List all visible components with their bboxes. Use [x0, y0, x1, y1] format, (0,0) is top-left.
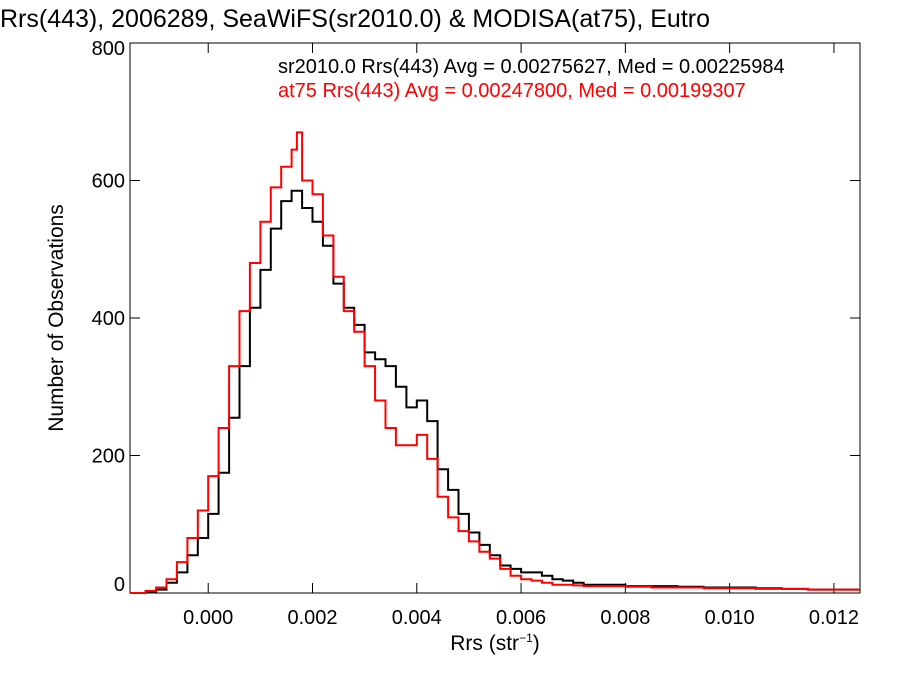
- x-axis-title-main: Rrs (str: [450, 632, 519, 655]
- series-group: [130, 131, 860, 594]
- x-axis-title: Rrs (str−1): [450, 631, 540, 655]
- x-tick-label: 0.004: [392, 607, 442, 629]
- chart-title: Rrs(443), 2006289, SeaWiFS(sr2010.0) & M…: [0, 5, 710, 33]
- series-line-sr2010: [130, 189, 860, 594]
- legend-entry-sr2010: sr2010.0 Rrs(443) Avg = 0.00275627, Med …: [278, 56, 785, 78]
- y-axis-title: Number of Observations: [45, 204, 68, 432]
- x-tick-label: 0.006: [496, 607, 546, 629]
- x-tick-label: 0.002: [287, 607, 337, 629]
- x-tick-label: 0.012: [809, 607, 859, 629]
- x-axis-title-close: ): [533, 632, 540, 655]
- x-tick-label: 0.010: [705, 607, 755, 629]
- axis-ticks: 0.000 0.002 0.004 0.006 0.008 0.010 0.012 0 200 4…: [92, 38, 860, 629]
- y-tick-label: 200: [92, 446, 125, 468]
- y-tick-label: 0: [114, 574, 125, 596]
- legend-entry-at75: at75 Rrs(443) Avg = 0.00247800, Med = 0.…: [278, 80, 746, 102]
- x-axis-title-superscript: −1: [519, 631, 533, 645]
- y-tick-label: 400: [92, 308, 125, 330]
- x-tick-label: 0.000: [183, 607, 233, 629]
- y-tick-label: 800: [92, 38, 125, 60]
- series-line-at75: [130, 131, 860, 594]
- y-tick-label: 600: [92, 171, 125, 193]
- x-tick-label: 0.008: [600, 607, 650, 629]
